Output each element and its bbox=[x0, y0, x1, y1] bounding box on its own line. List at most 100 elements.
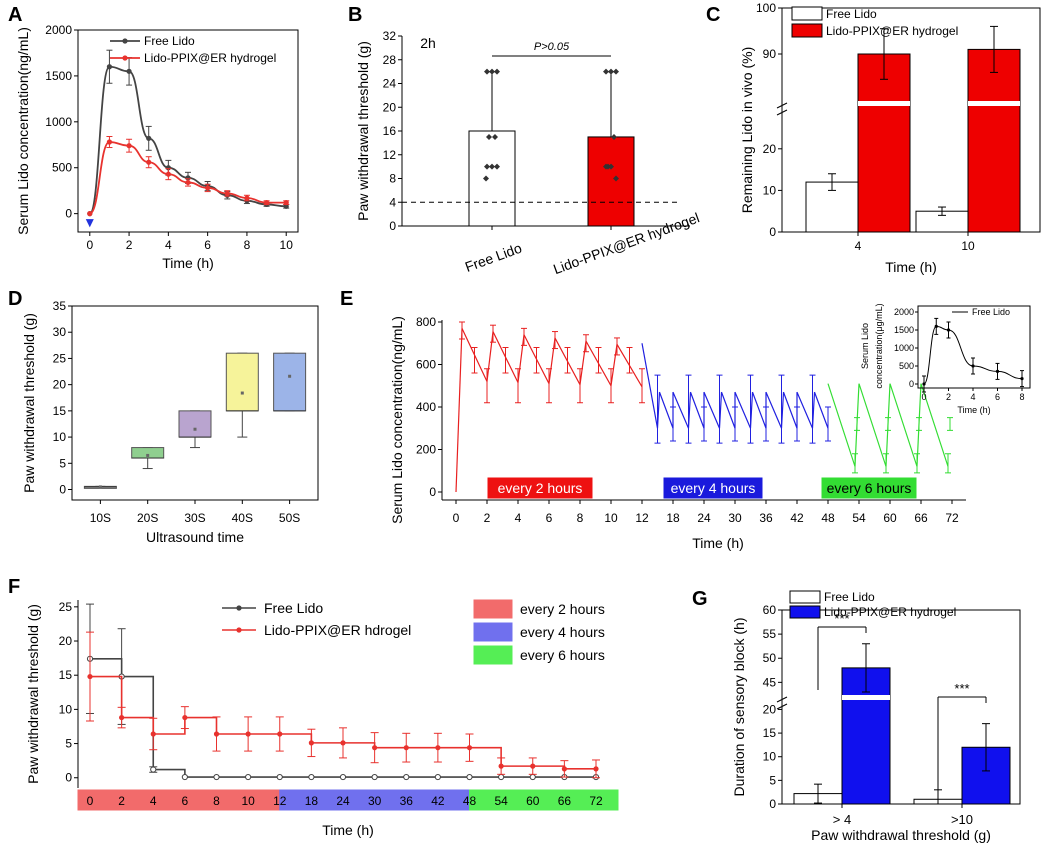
panel-f-ytick-label: 5 bbox=[65, 737, 72, 751]
panel-f-series-1-point bbox=[593, 766, 599, 772]
panel-d-xtick-label: 20S bbox=[137, 511, 158, 525]
panel-e-xtick-label: 18 bbox=[666, 511, 680, 525]
panel-e-interval-box-1 bbox=[663, 477, 763, 499]
panel-b-ytick-label: 4 bbox=[389, 195, 396, 209]
panel-g-ytick-label: 20 bbox=[763, 702, 777, 716]
panel-d-mean-marker bbox=[98, 485, 102, 489]
panel-c-bar-1-0 bbox=[857, 53, 911, 233]
panel-f-xtick-label: 12 bbox=[273, 794, 287, 808]
panel-g-ytick-label: 0 bbox=[769, 797, 776, 811]
panel-letter-a: A bbox=[8, 4, 23, 26]
panel-b-data-point bbox=[611, 133, 617, 140]
panel-d-ytick-label: 35 bbox=[53, 299, 67, 313]
panel-b-data-point bbox=[486, 133, 492, 140]
panel-a-xtick-label: 10 bbox=[280, 238, 294, 252]
panel-b-ytick-label: 24 bbox=[383, 77, 397, 91]
panel-f-series-0-point bbox=[529, 773, 536, 781]
panel-a-series-1-point bbox=[205, 185, 211, 191]
panel-f-interval-swatch-0 bbox=[473, 599, 513, 619]
panel-d-xtick-label: 10S bbox=[90, 511, 111, 525]
panel-f-series-1-point bbox=[403, 745, 409, 751]
panel-a-series-1-point bbox=[106, 139, 113, 145]
panel-e-inset-xtick-label: 2 bbox=[946, 392, 951, 402]
panel-e-ytick-label: 0 bbox=[429, 485, 436, 499]
panel-c-legend-label: Free Lido bbox=[826, 7, 877, 21]
panel-f-series-0-point bbox=[308, 773, 315, 781]
panel-c-legend-label: Lido-PPIX@ER hydrogel bbox=[826, 24, 958, 38]
panel-f-series-1-point bbox=[213, 731, 220, 737]
panel-d-mean-marker bbox=[146, 453, 150, 457]
panel-f-xtick-label: 4 bbox=[150, 794, 157, 808]
panel-e-interval-box-0 bbox=[487, 477, 593, 499]
panel-c-ytick-label: 10 bbox=[763, 183, 777, 197]
panel-b-data-point bbox=[494, 163, 500, 170]
panel-e-red-line bbox=[461, 328, 643, 388]
panel-e-xtick-label: 60 bbox=[883, 511, 897, 525]
panel-a-series-1-point bbox=[146, 159, 152, 165]
panel-e-ytick-label: 400 bbox=[416, 400, 436, 414]
panel-e-inset-xtick-label: 4 bbox=[970, 392, 975, 402]
panel-f-legend-marker bbox=[236, 627, 242, 633]
panel-b-ylabel: Paw withdrawal threshold (g) bbox=[355, 41, 371, 221]
panel-g-ytick-label: 10 bbox=[763, 750, 777, 764]
panel-b-ytick-label: 20 bbox=[383, 100, 397, 114]
panel-d-mean-marker bbox=[240, 391, 244, 395]
panel-d-ytick-label: 25 bbox=[53, 351, 67, 365]
panel-e-inset-ytick-label: 500 bbox=[899, 361, 914, 371]
panel-f-series-1-point bbox=[277, 731, 283, 737]
panel-f-series-0-point bbox=[339, 773, 347, 781]
panel-f-xtick-label: 8 bbox=[213, 794, 220, 808]
panel-f-ytick-label: 10 bbox=[59, 702, 73, 716]
panel-f-xtick-label: 6 bbox=[182, 794, 189, 808]
panel-f-interval-label-2: every 6 hours bbox=[520, 647, 605, 663]
panel-e-inset-xtick-label: 0 bbox=[921, 392, 926, 402]
panel-e-inset-frame bbox=[917, 305, 1031, 389]
panel-b-ytick-label: 0 bbox=[389, 219, 396, 233]
panel-b-bar-0 bbox=[468, 130, 516, 227]
panel-a-series-1-point bbox=[283, 200, 289, 206]
panel-e-xtick-label: 36 bbox=[759, 511, 773, 525]
panel-e-inset-line bbox=[923, 325, 1023, 385]
panel-f-series-0-point bbox=[150, 766, 157, 773]
panel-d-ylabel: Paw withdrawal threshold (g) bbox=[21, 313, 37, 493]
panel-b-data-point bbox=[484, 68, 490, 75]
panel-e-xtick-label: 2 bbox=[484, 511, 491, 525]
panel-e-xtick-label: 48 bbox=[821, 511, 835, 525]
panel-f-xtick-label: 54 bbox=[494, 794, 508, 808]
panel-b-bar-1 bbox=[587, 136, 635, 227]
panel-e-ylabel: Serum Lido concentration(ng/mL) bbox=[389, 316, 405, 524]
panel-a-legend-marker bbox=[122, 38, 128, 44]
panel-f-series-0-point bbox=[434, 773, 441, 781]
panel-b-data-point bbox=[603, 68, 609, 75]
panel-f-xtick-label: 72 bbox=[589, 794, 603, 808]
panel-g-xtick-label: > 4 bbox=[833, 812, 851, 827]
panel-e-xtick-label: 72 bbox=[945, 511, 959, 525]
panel-f-interval-swatch-1 bbox=[473, 622, 513, 642]
panel-f-xtick-label: 18 bbox=[305, 794, 319, 808]
panel-f-series-0-point bbox=[403, 773, 410, 781]
panel-a-legend-marker bbox=[122, 55, 128, 61]
panel-f-series-1-point bbox=[435, 745, 441, 751]
panel-b-data-point bbox=[489, 68, 495, 75]
panel-letter-e: E bbox=[340, 288, 354, 310]
panel-f-ytick-label: 0 bbox=[65, 771, 72, 785]
panel-a-xtick-label: 8 bbox=[244, 238, 251, 252]
panel-f-series-1-point bbox=[466, 745, 473, 751]
panel-f-ytick-label: 15 bbox=[59, 668, 73, 682]
panel-d-xtick-label: 40S bbox=[232, 511, 253, 525]
panel-f-band-6h bbox=[469, 789, 619, 811]
panel-d-mean-marker bbox=[288, 374, 292, 378]
panel-c-ytick-label: 100 bbox=[756, 1, 776, 15]
panel-g-legend-label: Free Lido bbox=[824, 590, 875, 604]
panel-d-box-3 bbox=[225, 352, 259, 412]
panel-c-ylabel: Remaining Lido in vivo (%) bbox=[739, 47, 755, 214]
panel-f-xtick-label: 66 bbox=[558, 794, 572, 808]
panel-b-ytick-label: 8 bbox=[389, 172, 396, 186]
panel-b-ytick-label: 16 bbox=[383, 124, 397, 138]
panel-b-significance-label: P>0.05 bbox=[534, 41, 570, 53]
panel-a-xtick-label: 0 bbox=[86, 238, 93, 252]
panel-g-legend-swatch bbox=[789, 590, 821, 604]
panel-f-ytick-label: 20 bbox=[59, 634, 73, 648]
panel-b-xtick-label: Free Lido bbox=[463, 240, 524, 275]
panel-f-legend-label: Lido-PPIX@ER hdrogel bbox=[264, 622, 411, 638]
